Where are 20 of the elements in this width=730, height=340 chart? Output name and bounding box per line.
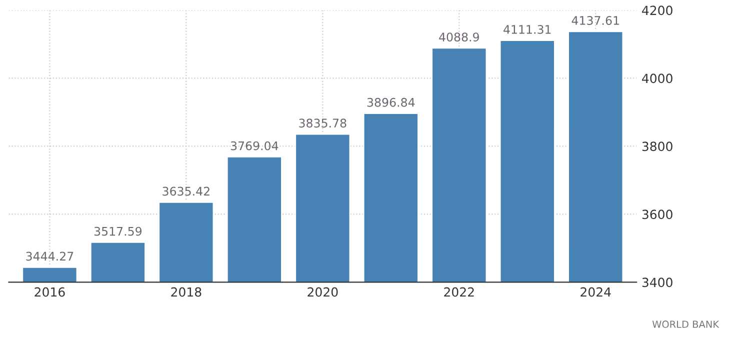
x-tick-label: 2020 [308,287,338,297]
data-label: 3635.42 [162,186,210,196]
data-label: 4111.31 [504,24,551,34]
data-label: 3835.78 [299,118,346,128]
data-label: 3444.27 [26,252,74,261]
y-tick-label: 4000 [642,74,672,84]
y-tick-label: 3400 [642,278,672,288]
data-label: 3769.04 [230,141,278,150]
x-tick-label: 2018 [171,287,202,297]
y-tick-label: 3800 [642,142,672,152]
data-label: 4088.9 [439,32,479,42]
data-label: 3517.59 [94,226,142,236]
data-label: 3896.84 [367,98,415,107]
y-tick-label: 3600 [642,210,672,220]
x-tick-label: 2022 [444,287,474,297]
x-tick-label: 2024 [580,287,611,297]
data-label: 4137.61 [572,16,619,25]
text: WORLD BANK [652,320,720,328]
x-tick-label: 2016 [34,287,65,297]
y-tick-label: 4200 [642,6,672,16]
